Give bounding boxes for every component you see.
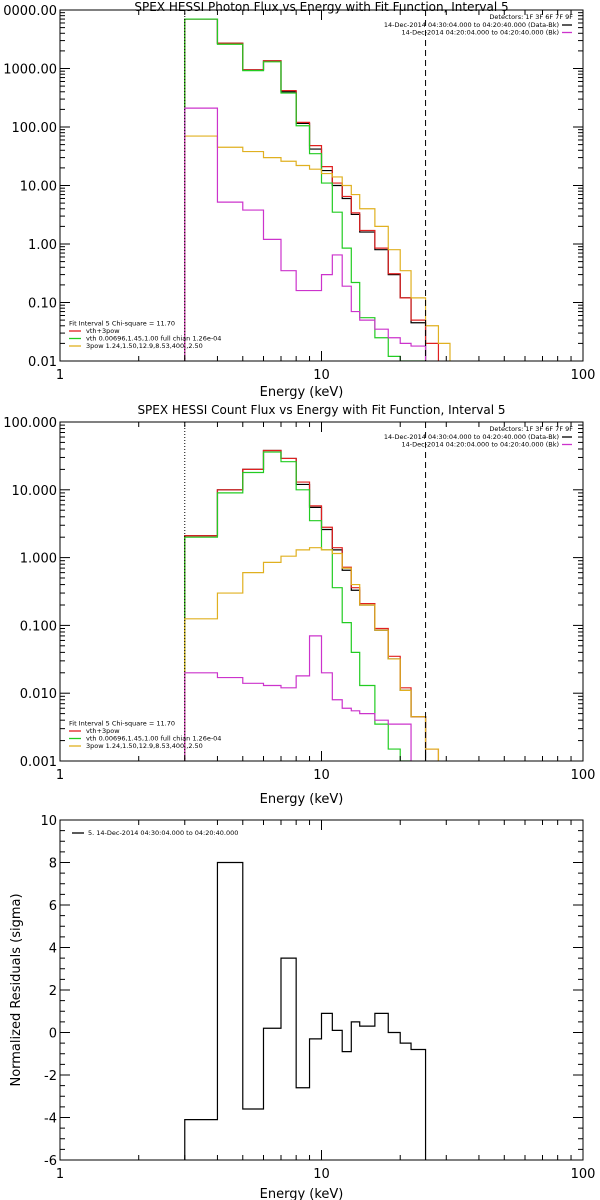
series-line-1: [184, 18, 440, 361]
series-line-4: [184, 635, 412, 761]
x-tick-label: 10: [313, 768, 330, 783]
x-tick-label: 1: [56, 768, 64, 783]
y-tick-label: 6: [49, 899, 57, 914]
y-tick-label: 0.100: [20, 619, 57, 634]
count-flux-panel: SPEX HESSI Count Flux vs Energy with Fit…: [3, 403, 595, 807]
series-group: [184, 861, 427, 1160]
series-line-3: [184, 547, 440, 761]
legend-entry: 14-Dec-2014 04:30:04.000 to 04:20:40.000…: [384, 21, 559, 29]
y-tick-label: 1.00: [28, 238, 57, 253]
x-axis-label: Energy (keV): [260, 792, 344, 807]
legend-entry: 3pow 1.24,1.50,12.9,8.53,400.,2.50: [86, 742, 203, 750]
legend-header: Fit Interval 5 Chi-square = 11.70: [69, 720, 175, 728]
x-axis-label: Energy (keV): [260, 385, 344, 400]
y-axis-label: Normalized Residuals (sigma): [9, 893, 24, 1086]
legend-entry: 14-Dec-2014 04:30:04.000 to 04:20:40.000…: [384, 433, 559, 441]
legend-header: Detectors: 1F 3F 6F 7F 9F: [489, 425, 573, 433]
series-line-2: [184, 18, 426, 361]
y-tick-label: 0.10: [28, 297, 57, 312]
y-tick-label: 10.000: [12, 484, 58, 499]
legend-bottom-left: Fit Interval 5 Chi-square = 11.70vth+3po…: [69, 320, 221, 350]
y-tick-label: 4: [49, 942, 57, 957]
y-tick-label: -6: [44, 1154, 57, 1169]
series-line-0: [184, 449, 427, 761]
legend-entry: vth 0.00696,1.45,1.00 full chian 1.26e-0…: [86, 335, 221, 343]
y-tick-label: 100.000: [3, 416, 57, 431]
legend-entry: vth+3pow: [86, 327, 120, 335]
y-tick-label: 10: [40, 814, 57, 829]
y-tick-label: 2: [49, 984, 57, 999]
series-line-1: [184, 449, 440, 761]
legend-entry: vth+3pow: [86, 727, 120, 735]
legend-entry: 14-Dec-2014 04:20:04.000 to 04:20:40.000…: [402, 29, 560, 37]
x-tick-label: 100: [571, 1167, 596, 1182]
x-tick-label: 1: [56, 1167, 64, 1182]
series-group: [184, 18, 451, 361]
series-line-0: [184, 18, 427, 361]
y-tick-label: 0.010: [20, 687, 57, 702]
x-tick-label: 1: [56, 368, 64, 383]
photon-flux-panel: SPEX HESSI Photon Flux vs Energy with Fi…: [3, 0, 595, 400]
y-tick-label: 1.000: [20, 552, 57, 567]
y-tick-label: 0.01: [28, 355, 57, 370]
y-tick-label: 0: [49, 1027, 57, 1042]
series-line-4: [184, 107, 427, 361]
series-group: [184, 449, 440, 761]
legend-bottom-left: Fit Interval 5 Chi-square = 11.70vth+3po…: [69, 720, 221, 750]
y-tick-label: 100.00: [12, 121, 58, 136]
x-tick-label: 100: [571, 768, 596, 783]
y-tick-label: 0000.00: [3, 4, 57, 19]
residuals-panel: 1 10 100 10 8 6 4 2 0 -2 -4 -6 Energy (keV) Normalize…: [9, 814, 595, 1200]
legend-entry: 5. 14-Dec-2014 04:30:04.000 to 04:20:40.…: [88, 829, 238, 837]
series-line-0: [184, 861, 427, 1160]
y-tick-label: 8: [49, 857, 57, 872]
y-tick-label: 0.001: [20, 755, 57, 770]
x-tick-label: 10: [313, 1167, 330, 1182]
y-tick-label: -4: [44, 1112, 57, 1127]
x-tick-label: 10: [313, 368, 330, 383]
series-line-3: [184, 135, 451, 361]
legend-entry: vth 0.00696,1.45,1.00 full chian 1.26e-0…: [86, 735, 221, 743]
x-tick-label: 100: [571, 368, 596, 383]
legend-header: Fit Interval 5 Chi-square = 11.70: [69, 320, 175, 328]
legend-header: Detectors: 1F 3F 6F 7F 9F: [489, 13, 573, 21]
plot-frame: [59, 421, 584, 762]
y-tick-label: -2: [44, 1069, 57, 1084]
legend-entry: 14-Dec-2014 04:20:04.000 to 04:20:40.000…: [402, 441, 560, 449]
x-axis-label: Energy (keV): [260, 1187, 344, 1200]
y-tick-label: 1000.00: [3, 63, 57, 78]
chart-title: SPEX HESSI Count Flux vs Energy with Fit…: [137, 403, 505, 417]
y-tick-label: 10.00: [20, 180, 57, 195]
plot-frame: [59, 9, 584, 362]
legend-top-left: 5. 14-Dec-2014 04:30:04.000 to 04:20:40.…: [72, 829, 238, 837]
plot-frame: [59, 819, 584, 1161]
series-line-2: [184, 451, 412, 761]
legend-entry: 3pow 1.24,1.50,12.9,8.53,400.,2.50: [86, 342, 203, 350]
